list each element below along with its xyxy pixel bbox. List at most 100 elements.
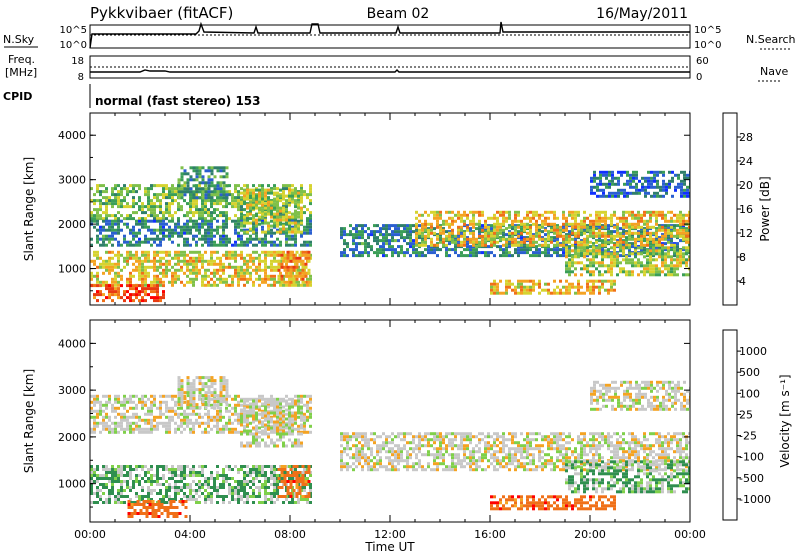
power-cell <box>270 231 273 235</box>
power-cell <box>562 285 565 289</box>
velocity-cell <box>123 412 126 416</box>
power-cell <box>189 208 192 212</box>
power-cell <box>601 210 604 214</box>
power-cell <box>505 251 508 255</box>
power-cell <box>505 243 508 247</box>
power-cell <box>454 251 457 255</box>
power-cell <box>246 253 249 257</box>
power-cell <box>186 268 189 272</box>
velocity-cell <box>252 402 255 406</box>
power-cell <box>102 280 105 284</box>
power-cell <box>538 282 541 286</box>
power-cell <box>195 172 199 176</box>
power-cell <box>108 219 111 223</box>
power-cell <box>637 210 640 214</box>
power-cell <box>652 273 655 277</box>
power-cell <box>186 259 189 263</box>
velocity-cell <box>216 430 219 434</box>
power-cell <box>631 236 634 240</box>
power-cell <box>625 210 628 214</box>
power-cell <box>135 222 138 226</box>
power-cell <box>252 222 255 226</box>
power-cell <box>210 256 213 260</box>
power-cell <box>159 193 162 197</box>
power-cell <box>192 237 195 241</box>
power-cell <box>225 225 228 229</box>
power-cell <box>264 280 267 284</box>
power-cell <box>264 259 267 263</box>
power-cell <box>632 185 635 189</box>
velocity-cell <box>174 430 177 434</box>
power-cell <box>96 250 99 254</box>
power-cell <box>156 277 159 281</box>
power-cell <box>243 262 246 266</box>
power-cell <box>108 262 111 266</box>
power-cell <box>222 243 225 247</box>
power-cell <box>96 190 99 194</box>
power-cell <box>463 222 466 226</box>
power-cell <box>189 217 192 221</box>
power-cell <box>673 219 676 223</box>
power-cell <box>496 225 499 229</box>
power-cell <box>273 221 276 225</box>
power-cell <box>201 190 204 194</box>
power-cell <box>252 250 255 254</box>
power-cell <box>484 222 487 226</box>
power-cell <box>631 245 634 249</box>
power-cell <box>547 254 550 258</box>
power-cell <box>204 228 207 232</box>
power-cell <box>511 237 514 241</box>
velocity-cell <box>147 418 150 422</box>
power-cell <box>156 205 159 209</box>
power-cell <box>120 228 123 232</box>
power-cell <box>297 215 300 219</box>
velocity-cell <box>180 418 183 422</box>
power-cell <box>520 248 523 252</box>
power-cell <box>249 200 252 204</box>
velocity-cell <box>183 421 186 425</box>
power-cell <box>577 210 580 214</box>
power-cell <box>643 210 646 214</box>
power-cell <box>460 219 463 223</box>
power-cell <box>529 237 532 241</box>
power-cell <box>589 222 592 226</box>
power-cell <box>499 225 502 229</box>
velocity-cell <box>123 415 126 419</box>
power-cell <box>288 227 291 231</box>
velocity-cell <box>180 385 184 389</box>
power-cell <box>598 219 601 223</box>
power-cell <box>153 193 156 197</box>
power-cell <box>683 170 686 174</box>
power-cell <box>301 280 305 284</box>
power-cell <box>228 250 231 254</box>
power-cell <box>171 219 174 223</box>
power-cell <box>517 225 520 229</box>
power-cell <box>282 184 285 188</box>
power-cell <box>258 188 261 192</box>
power-cell <box>619 216 622 220</box>
power-cell <box>249 256 252 260</box>
power-cell <box>523 285 526 289</box>
power-cell <box>586 254 589 258</box>
power-cell <box>102 217 105 221</box>
velocity-cell <box>204 430 207 434</box>
velocity-cell <box>159 403 162 407</box>
power-cell <box>246 265 249 269</box>
power-cell <box>397 251 400 255</box>
power-cell <box>352 251 355 255</box>
power-cell <box>228 265 231 269</box>
power-cell <box>264 218 267 222</box>
power-cell <box>219 277 222 281</box>
velocity-cell <box>114 400 117 404</box>
power-cell <box>195 208 198 212</box>
velocity-cell <box>207 379 211 383</box>
power-cell <box>252 188 255 192</box>
velocity-cell <box>108 430 111 434</box>
power-cell <box>625 273 628 277</box>
power-cell <box>219 234 222 238</box>
power-cell <box>529 291 532 295</box>
power-cell <box>216 193 220 197</box>
power-cell <box>619 219 622 223</box>
power-cell <box>472 213 475 217</box>
power-cell <box>165 250 168 254</box>
